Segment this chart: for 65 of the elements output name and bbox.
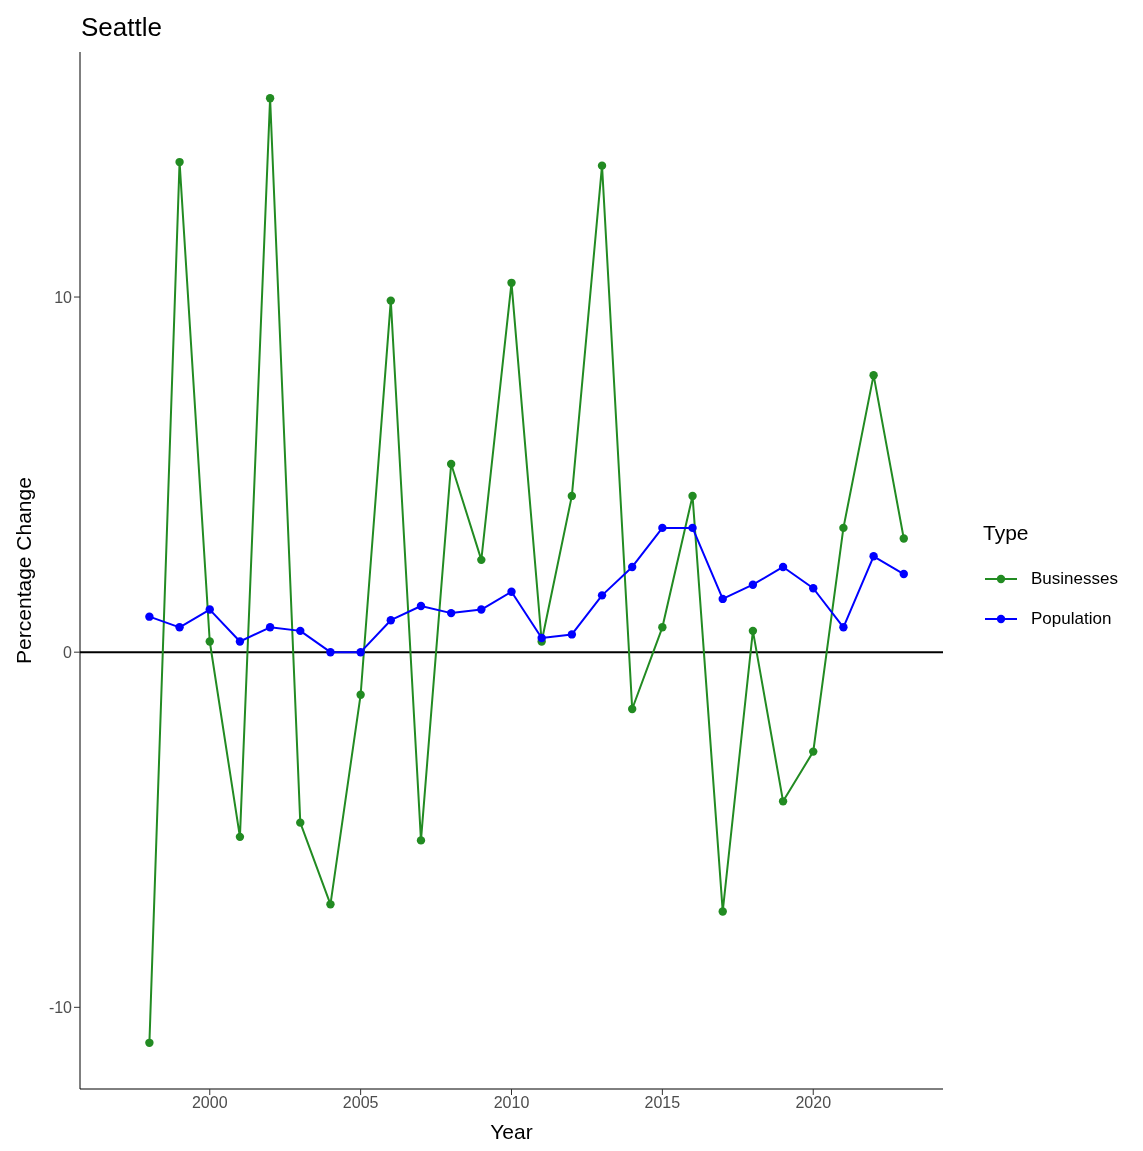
point (718, 907, 727, 916)
point (748, 580, 758, 589)
point (507, 587, 516, 597)
point (688, 491, 697, 501)
x-tick-label: 2000 (191, 1094, 228, 1112)
legend-label: Businesses (1031, 568, 1118, 589)
point (265, 623, 275, 632)
point (205, 605, 214, 614)
point (869, 552, 878, 561)
y-tick-label: 0 (63, 643, 73, 661)
y-tick-label: 10 (54, 288, 73, 306)
point (205, 637, 214, 646)
point (446, 459, 456, 469)
point (899, 569, 908, 579)
point (416, 601, 426, 611)
point (778, 562, 788, 572)
y-tick-label: -10 (48, 999, 73, 1016)
point (477, 555, 486, 565)
point (658, 623, 667, 632)
point (597, 161, 607, 170)
point (145, 1038, 154, 1048)
point (175, 157, 184, 167)
point (748, 626, 758, 636)
point (145, 612, 154, 621)
point (899, 534, 908, 543)
y-axis-title: Percentage Change (12, 477, 36, 664)
point (356, 690, 365, 699)
point (688, 523, 697, 533)
x-tick-label: 2010 (493, 1094, 530, 1112)
point (778, 797, 788, 806)
point (658, 523, 667, 533)
x-axis-title: Year (490, 1120, 533, 1143)
point (597, 591, 607, 600)
x-tick-label: 2015 (644, 1094, 681, 1112)
point (628, 704, 637, 714)
point (356, 647, 365, 657)
point (628, 562, 637, 572)
x-tick-label: 2020 (795, 1094, 832, 1112)
point (386, 616, 395, 625)
point (507, 278, 516, 288)
x-tick-label: 2005 (342, 1094, 379, 1112)
point (839, 623, 848, 632)
point (567, 491, 577, 501)
point (235, 637, 245, 646)
point (809, 747, 818, 756)
point (416, 836, 426, 845)
point (869, 370, 878, 380)
point (326, 647, 335, 657)
point (175, 623, 184, 632)
point (386, 296, 395, 305)
point (839, 523, 848, 533)
point (567, 630, 577, 639)
point (718, 594, 727, 604)
legend-label: Population (1031, 608, 1112, 629)
chart-title: Seattle (81, 12, 162, 43)
point (265, 93, 275, 103)
point (446, 608, 456, 618)
legend-title: Type (983, 520, 1030, 545)
point (235, 832, 245, 842)
point (296, 818, 305, 827)
point (809, 584, 818, 593)
point (537, 633, 546, 643)
point (477, 605, 486, 614)
point (296, 626, 305, 636)
point (326, 900, 335, 909)
